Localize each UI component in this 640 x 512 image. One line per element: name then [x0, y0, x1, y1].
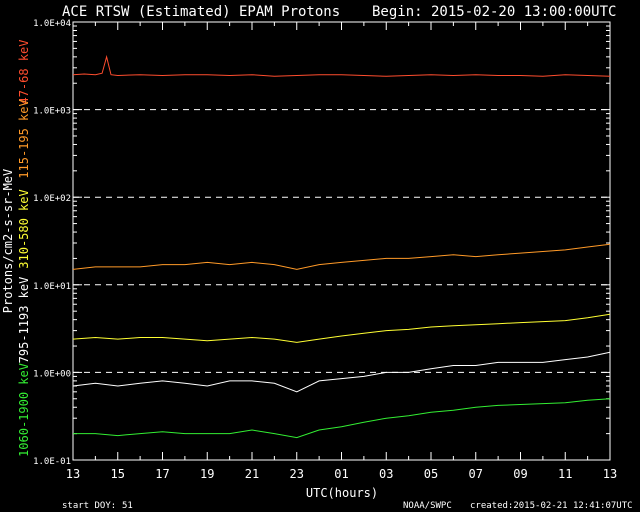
x-axis-label: UTC(hours): [306, 486, 378, 500]
series-label-4: 1060-1900 keV: [17, 363, 31, 457]
x-tick-label: 19: [200, 467, 214, 481]
x-axis-ticks: 13 15 17 19 21 23 01 03 05 07 09 11 13: [66, 22, 617, 481]
y-tick-label: 1.0E+03: [33, 107, 71, 117]
footer: start DOY: 51 NOAA/SWPC created:2015-02-…: [62, 501, 633, 511]
x-tick-label: 23: [290, 467, 304, 481]
x-tick-label: 21: [245, 467, 259, 481]
x-tick-label: 07: [469, 467, 483, 481]
y-tick-label: 1.0E-01: [33, 457, 71, 467]
y-tick-label: 1.0E+01: [33, 282, 71, 292]
series-label-1: 115-195 keV: [17, 99, 31, 178]
x-tick-label: 13: [603, 467, 617, 481]
credit-label: NOAA/SWPC: [403, 501, 452, 511]
y-tick-label: 1.0E+02: [33, 194, 71, 204]
x-tick-label: 09: [513, 467, 527, 481]
series-line-4: [73, 398, 611, 439]
x-tick-label: 11: [558, 467, 572, 481]
x-tick-label: 03: [379, 467, 393, 481]
x-tick-label: 17: [155, 467, 169, 481]
series-label-0: 47-68 keV: [17, 39, 31, 104]
start-doy-value: 51: [122, 501, 133, 511]
y-tick-label: 1.0E+00: [33, 369, 71, 379]
series-label-3: 795-1193 keV: [17, 277, 31, 364]
start-doy-label: start DOY:: [62, 501, 116, 511]
x-tick-label: 15: [111, 467, 125, 481]
plot-frame: [72, 21, 611, 461]
chart-header: ACE RTSW (Estimated) EPAM Protons Begin:…: [62, 4, 616, 20]
dashed-reference-lines: [73, 109, 610, 373]
series-line-1: [72, 243, 611, 270]
created-timestamp: created:2015-02-21 12:41:07UTC: [470, 501, 633, 511]
series-label-2: 310-580 keV: [17, 189, 31, 268]
y-axis-ticks: 1.0E-01 1.0E+00 1.0E+01 1.0E+02 1.0E+03 1.0E+…: [33, 19, 610, 467]
x-tick-label: 05: [424, 467, 438, 481]
y-tick-label: 1.0E+04: [33, 19, 71, 29]
y-axis-label: Protons/cm2-s-sr-MeV: [1, 169, 15, 314]
series-lines: [72, 54, 611, 439]
chart-title: ACE RTSW (Estimated) EPAM Protons: [62, 4, 340, 20]
begin-time-label: Begin: 2015-02-20 13:00:00UTC: [372, 4, 616, 20]
series-line-2: [72, 313, 611, 343]
x-tick-label: 01: [334, 467, 348, 481]
x-tick-label: 13: [66, 467, 80, 481]
series-line-0: [72, 54, 611, 77]
series-line-3: [72, 351, 611, 393]
